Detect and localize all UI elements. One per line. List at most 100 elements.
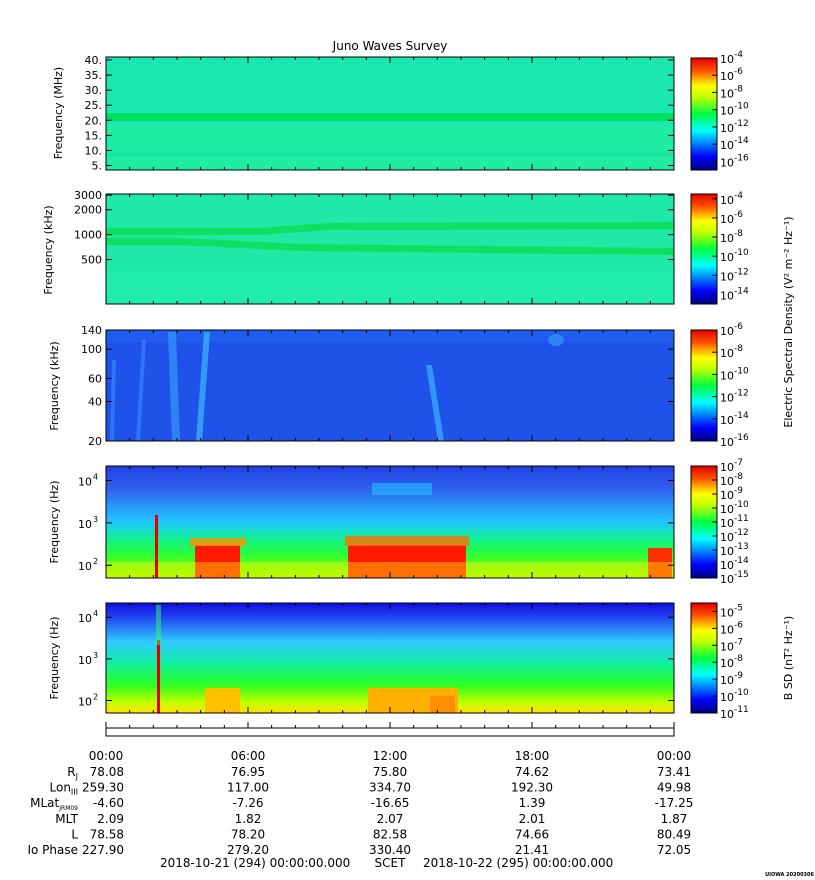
ephemeris-row-label: Io Phase xyxy=(27,843,78,857)
colorbar-tick-exponent: -7 xyxy=(734,458,743,468)
ephemeris-value: 73.41 xyxy=(657,765,691,779)
colorbar-tick-label: 10 xyxy=(720,70,734,83)
ephemeris-value: 74.62 xyxy=(515,765,549,779)
panel-1: 5. 10. 15. 20. 25. 30. 35. 40. Frequency (MHz) xyxy=(52,54,675,172)
colorbar-tick-label: 10 xyxy=(720,369,734,382)
ytick-label-exponent: 4 xyxy=(93,609,98,618)
ytick-label: 10 xyxy=(78,476,92,489)
panel-2: 500 1000 2000 3000 Frequency (kHz) xyxy=(42,189,675,305)
ytick-label-exponent: 4 xyxy=(93,473,98,482)
panel-2-ylabel: Frequency (kHz) xyxy=(42,205,55,294)
ephemeris-value: 75.80 xyxy=(373,765,407,779)
spectrogram-1-faint-band xyxy=(106,153,674,156)
colorbar-5 xyxy=(690,602,718,714)
ytick-label-exponent: 3 xyxy=(93,651,98,660)
panel-4-ylabel: Frequency (Hz) xyxy=(48,481,61,564)
colorbar-tick-exponent: -10 xyxy=(734,102,749,112)
footer-scet-label: SCET xyxy=(375,856,407,870)
colorbar-tick-exponent: -10 xyxy=(734,366,749,376)
ytick-label: 2000 xyxy=(74,204,102,217)
ephemeris-value: 227.90 xyxy=(82,843,124,857)
ephemeris-table: 00:00 06:00 12:00 18:00 00:00 RJ 78.08 76.95 75.… xyxy=(27,749,693,857)
ephemeris-value: 80.49 xyxy=(657,827,691,841)
ephemeris-value: 259.30 xyxy=(82,781,124,795)
ephemeris-value: 2.07 xyxy=(377,812,404,826)
spectrogram-3-patch xyxy=(548,334,564,346)
footer-start-time: 2018-10-21 (294) 00:00:00.000 xyxy=(160,856,350,870)
time-label: 06:00 xyxy=(231,749,266,763)
colorbar-tick-exponent: -8 xyxy=(734,654,743,664)
ytick-label: 10 xyxy=(78,612,92,625)
colorbar-tick-label: 10 xyxy=(720,708,734,721)
colorbar-3 xyxy=(690,329,718,442)
colorbar-tick-label: 10 xyxy=(720,461,734,474)
colorbar-tick-label: 10 xyxy=(720,559,734,572)
ephemeris-value: 2.01 xyxy=(519,812,546,826)
colorbar-tick-exponent: -6 xyxy=(734,67,743,77)
spectrogram-3-burst-5 xyxy=(110,360,116,441)
spectrogram-4-upper-hiss xyxy=(372,483,432,495)
ephemeris-value: 279.20 xyxy=(227,843,269,857)
ytick-label: 10 xyxy=(78,560,92,573)
ephemeris-row-label: MLatJRM09 xyxy=(30,796,78,812)
colorbar-tick-label: 10 xyxy=(720,436,734,449)
panel-3-ylabel: Frequency (kHz) xyxy=(48,341,61,430)
colorbar-tick-label: 10 xyxy=(720,640,734,653)
ephemeris-row-label: LonIII xyxy=(50,781,79,797)
time-label: 18:00 xyxy=(515,749,550,763)
colorbar-tick-label: 10 xyxy=(720,503,734,516)
colorbar-tick-exponent: -14 xyxy=(734,286,749,296)
time-axis xyxy=(105,722,675,737)
colorbar-tick-exponent: -6 xyxy=(734,210,743,220)
colorbar-tick-exponent: -10 xyxy=(734,248,749,258)
spectrogram-1-lower-band xyxy=(106,125,674,170)
ephemeris-value: -4.60 xyxy=(93,796,124,810)
colorbar-tick-label: 10 xyxy=(720,325,734,338)
colorbar-tick-label: 10 xyxy=(720,545,734,558)
colorbar-tick-exponent: -11 xyxy=(734,705,749,715)
colorbar-tick-exponent: -5 xyxy=(734,603,743,613)
panel-5-frame xyxy=(105,602,675,714)
ytick-label: 500 xyxy=(81,254,102,267)
ephemeris-value: 72.05 xyxy=(657,843,691,857)
ytick-label: 40. xyxy=(85,54,103,67)
ephemeris-value: 78.20 xyxy=(231,827,265,841)
colorbar-tick-label: 10 xyxy=(720,232,734,245)
colorbar-tick-label: 10 xyxy=(720,517,734,530)
colorbar-tick-label: 10 xyxy=(720,213,734,226)
colorbar-tick-label: 10 xyxy=(720,392,734,405)
ytick-label: 10 xyxy=(78,518,92,531)
ytick-label: 35. xyxy=(85,69,103,82)
ephemeris-value: 78.08 xyxy=(90,765,124,779)
colorbar-tick-exponent: -13 xyxy=(734,542,749,552)
ytick-label-exponent: 2 xyxy=(93,692,98,701)
ytick-label: 30. xyxy=(85,84,103,97)
spectrogram-3-background xyxy=(106,330,674,441)
spectrogram-3-burst-3 xyxy=(136,340,146,441)
colorbar-tick-exponent: -6 xyxy=(734,322,743,332)
spectrogram-4-spike xyxy=(155,515,158,578)
spectrogram-4-orange-edge-2 xyxy=(345,536,469,546)
colorbar-tick-exponent: -4 xyxy=(734,50,743,60)
ytick-label: 20. xyxy=(85,114,103,127)
ephemeris-value: 117.00 xyxy=(227,781,269,795)
ephemeris-value: 76.95 xyxy=(231,765,265,779)
colorbar-2 xyxy=(690,193,718,305)
ephemeris-value: 1.39 xyxy=(519,796,546,810)
ytick-label: 3000 xyxy=(74,189,102,202)
ephemeris-value: 78.58 xyxy=(90,827,124,841)
spectrogram-4-orange-edge-1 xyxy=(190,538,246,546)
magnetic-colorbar-title: B SD (nT² Hz⁻¹) xyxy=(782,616,795,700)
ephemeris-row-label: L xyxy=(71,827,78,841)
colorbar-tick-label: 10 xyxy=(720,573,734,586)
spectrogram-4-red-block-1 xyxy=(195,545,240,578)
colorbar-tick-exponent: -11 xyxy=(734,514,749,524)
spectrogram-3-burst-2 xyxy=(196,332,210,441)
colorbar-tick-label: 10 xyxy=(720,606,734,619)
ephemeris-row-label: MLT xyxy=(55,812,78,826)
ytick-label: 60 xyxy=(88,372,102,385)
colorbar-tick-exponent: -15 xyxy=(734,570,749,580)
colorbar-tick-label: 10 xyxy=(720,657,734,670)
colorbar-tick-label: 10 xyxy=(720,270,734,283)
